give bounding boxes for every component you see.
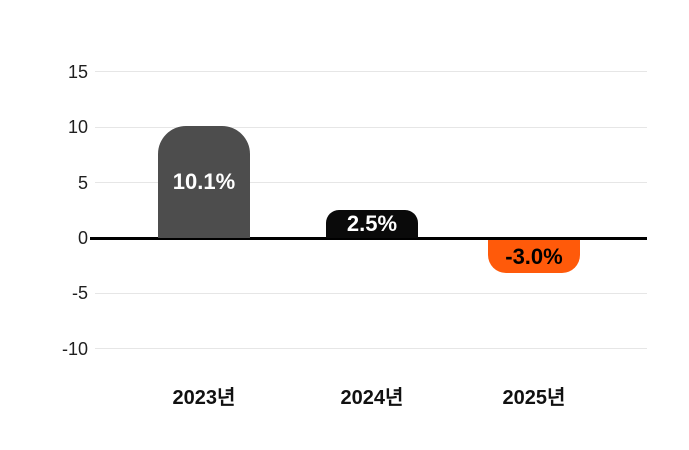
bar-2025년: -3.0% (488, 240, 580, 273)
gridline (95, 71, 647, 73)
zero-axis-line (90, 237, 647, 240)
x-axis-label: 2024년 (340, 387, 404, 409)
y-axis-tick-label: 5 (77, 172, 88, 193)
x-axis-label: 2023년 (172, 387, 236, 409)
x-axis-label: 2025년 (502, 387, 566, 409)
bar-2024년: 2.5% (326, 210, 418, 238)
gridline (95, 348, 647, 350)
gridline (95, 292, 647, 294)
y-axis-tick-label: 15 (67, 61, 88, 82)
gridline (95, 126, 647, 128)
y-axis-tick-label: 10 (67, 117, 88, 138)
bar-value-label: 2.5% (346, 211, 398, 236)
bar-value-label: -3.0% (505, 243, 563, 269)
y-axis-tick-label: -5 (71, 283, 88, 304)
bar-value-label: 10.1% (172, 169, 236, 194)
y-axis-tick-label: 0 (77, 228, 88, 248)
gridline (95, 182, 647, 184)
bar-2023년: 10.1% (158, 126, 250, 238)
y-axis-tick-label: -10 (61, 338, 88, 359)
